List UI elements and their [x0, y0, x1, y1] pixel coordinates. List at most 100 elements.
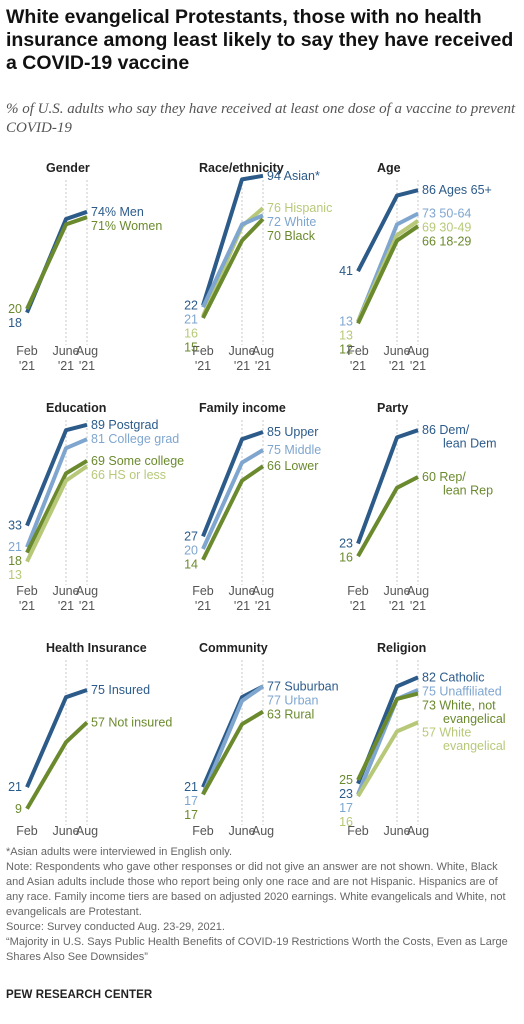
label-line: 72 White	[267, 215, 316, 229]
x-tick-line2: '21	[79, 359, 95, 373]
x-tick-line2: '21	[58, 359, 74, 373]
x-tick-line1: Aug	[76, 584, 98, 598]
footnote-source: Source: Survey conducted Aug. 23-29, 202…	[6, 921, 225, 933]
brand-logo-text: PEW RESEARCH CENTER	[6, 989, 153, 1001]
label-line: 94 Asian*	[267, 169, 320, 183]
data-label-aug: 75 Insured	[91, 683, 150, 697]
x-tick-line2: '21	[234, 599, 250, 613]
label-line: 86 Ages 65+	[422, 183, 492, 197]
data-label-feb: 23	[339, 787, 353, 801]
panel-title: Health Insurance	[46, 641, 147, 655]
label-line: 75 Middle	[267, 443, 321, 457]
series-line-black	[201, 217, 265, 319]
x-tick-label: June'21	[228, 584, 255, 613]
x-tick-label: Feb'21	[192, 584, 214, 613]
data-label-feb: 16	[339, 551, 353, 565]
data-label-feb: 12	[339, 343, 353, 357]
x-tick-label: June'21	[383, 824, 410, 840]
x-tick-line2: '21	[255, 839, 271, 840]
data-label-aug: 60 Rep/lean Rep	[422, 470, 493, 498]
panel-title: Age	[377, 161, 401, 175]
data-label-aug: 77 Suburban	[267, 679, 339, 693]
data-label-aug: 70 Black	[267, 229, 316, 243]
x-tick-label: Feb'21	[16, 584, 38, 613]
data-label-feb: 21	[8, 780, 22, 794]
x-tick-label: Feb'21	[16, 344, 38, 373]
label-line: 69 30-49	[422, 221, 471, 235]
x-tick-line1: Feb	[192, 584, 214, 598]
label-line: 66 Lower	[267, 459, 318, 473]
data-label-aug: 69 30-49	[422, 221, 471, 235]
x-tick-line2: '21	[389, 599, 405, 613]
label-line: 85 Upper	[267, 425, 318, 439]
x-tick-label: Feb'21	[347, 584, 369, 613]
panel-title: Community	[199, 641, 268, 655]
data-label-aug: 75 Middle	[267, 443, 321, 457]
x-tick-line1: June	[52, 824, 79, 838]
data-label-aug: 75 Unaffiliated	[422, 684, 502, 698]
x-tick-label: Aug'21	[407, 344, 429, 373]
data-label-feb: 18	[8, 554, 22, 568]
data-label-feb: 20	[8, 302, 22, 316]
label-line: 89 Postgrad	[91, 418, 158, 432]
series-line-rural	[201, 709, 265, 796]
label-line: 71% Women	[91, 219, 162, 233]
x-tick-line2: '21	[234, 839, 250, 840]
label-line: 73 White, not	[422, 698, 496, 712]
data-label-aug: 66 HS or less	[91, 468, 166, 482]
series-line-lower	[201, 464, 265, 561]
x-tick-line2: '21	[410, 599, 426, 613]
data-label-aug: 57 Not insured	[91, 715, 172, 729]
chart-subtitle: % of U.S. adults who say they have recei…	[6, 101, 516, 136]
x-tick-label: Feb'21	[347, 344, 369, 373]
label-line: 63 Rural	[267, 707, 314, 721]
series-line-hs-or-less	[25, 464, 89, 563]
data-label-aug: 69 Some college	[91, 454, 184, 468]
label-line: 57 Not insured	[91, 715, 172, 729]
x-tick-line2: '21	[389, 359, 405, 373]
footnote-asian: *Asian adults were interviewed in Englis…	[6, 846, 233, 858]
x-tick-line1: Aug	[252, 824, 274, 838]
panel-title: Family income	[199, 401, 286, 415]
x-tick-line2: '21	[19, 839, 35, 840]
data-label-feb: 9	[15, 802, 22, 816]
x-tick-line1: Aug	[252, 584, 274, 598]
x-tick-line2: '21	[19, 599, 35, 613]
x-tick-line2: '21	[58, 599, 74, 613]
series-line-rep-lean-rep	[356, 475, 419, 558]
data-label-aug: 76 Hispanic	[267, 201, 332, 215]
series-line-white	[201, 213, 264, 309]
label-line: 81 College grad	[91, 432, 179, 446]
x-tick-line2: '21	[350, 359, 366, 373]
x-tick-label: June'21	[52, 824, 79, 840]
panel-title: Gender	[46, 161, 90, 175]
series-line-ages-65-	[356, 188, 419, 273]
data-label-feb: 22	[184, 298, 198, 312]
x-tick-line2: '21	[350, 839, 366, 840]
label-line: 60 Rep/	[422, 470, 466, 484]
data-label-aug: 82 Catholic	[422, 670, 485, 684]
x-tick-line2: '21	[58, 839, 74, 840]
series-line-middle	[201, 448, 265, 550]
data-label-feb: 25	[339, 773, 353, 787]
x-tick-line1: June	[383, 344, 410, 358]
x-tick-label: Aug'21	[407, 824, 429, 840]
data-label-feb: 23	[339, 537, 353, 551]
data-label-aug: 74% Men	[91, 205, 144, 219]
panel-title: Religion	[377, 641, 426, 655]
footnote-note: Note: Respondents who gave other respons…	[6, 861, 506, 918]
data-label-feb: 15	[184, 340, 198, 354]
footnote-report: “Majority in U.S. Says Public Health Ben…	[6, 936, 508, 963]
series-line-white-not-evangelical	[356, 691, 419, 781]
x-tick-line1: Aug	[76, 344, 98, 358]
data-label-feb: 17	[184, 794, 198, 808]
data-label-feb: 18	[8, 316, 22, 330]
x-tick-line2: '21	[255, 599, 271, 613]
data-label-aug: 57 White evangelical	[422, 725, 506, 753]
x-tick-label: Aug'21	[252, 344, 274, 373]
